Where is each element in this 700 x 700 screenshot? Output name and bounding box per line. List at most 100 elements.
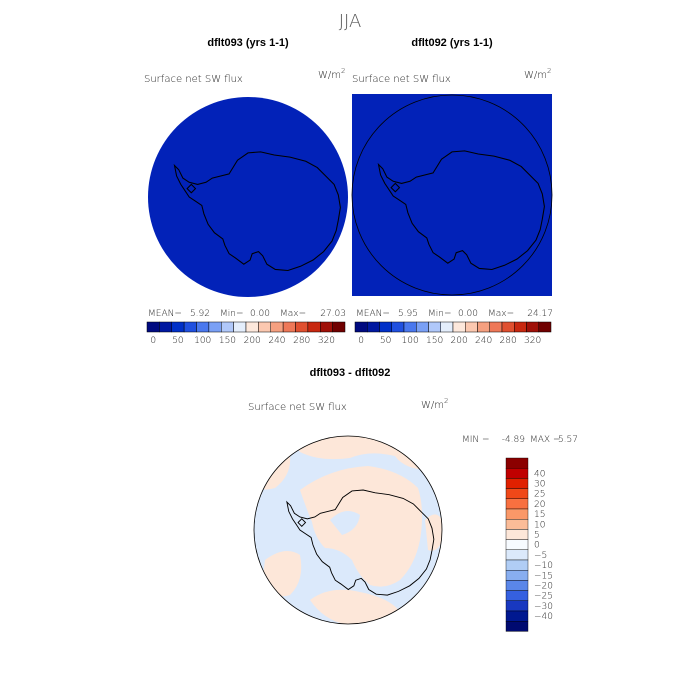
colorbar-swatch: [416, 321, 429, 333]
colorbar-tick-label: 200: [451, 336, 468, 346]
min-value: 0.00: [458, 309, 478, 319]
panel-dflt092: dflt092 (yrs 1-1) Surface net SW flux W/…: [351, 37, 553, 346]
colorbar-swatch: [403, 321, 417, 333]
colorbar-tick-label: 10: [534, 520, 545, 530]
colorbar-swatch: [505, 529, 529, 540]
variable-label: Surface net SW flux: [352, 74, 451, 85]
stats-line: MEAN= 5.95 Min= 0.00 Max= 24.17: [356, 309, 553, 319]
colorbar-swatch: [505, 590, 529, 601]
colorbar-swatch: [428, 321, 441, 333]
min-label: Min=: [220, 309, 244, 319]
colorbar-tick-label: −10: [534, 561, 553, 571]
colorbar-tick-label: 20: [534, 500, 545, 510]
colorbar-tick-label: 150: [426, 336, 443, 346]
season-title: JJA: [339, 11, 362, 32]
colorbar-swatch: [258, 321, 271, 333]
colorbar-tick-label: 50: [380, 336, 391, 346]
map-square: [352, 94, 552, 296]
colorbar-tick-label: 0: [150, 336, 156, 346]
max-value: 24.17: [527, 309, 553, 319]
colorbar-tick-label: 100: [402, 336, 419, 346]
colorbar-tick-label: −40: [534, 612, 553, 622]
colorbar-swatch: [452, 321, 466, 333]
colorbar-swatch: [440, 321, 454, 333]
colorbar-tick-label: 5: [534, 531, 540, 541]
colorbar-swatch: [505, 549, 529, 561]
colorbar-swatch: [526, 321, 539, 333]
colorbar-swatch: [465, 321, 478, 333]
max-value: 5.57: [558, 435, 578, 445]
colorbar-swatch: [505, 610, 529, 622]
colorbar-tick-label: 0: [534, 541, 540, 551]
colorbar-swatch: [307, 321, 321, 333]
diff-map: [253, 435, 443, 625]
colorbar-tick-label: 100: [194, 336, 211, 346]
min-label: MIN =: [462, 435, 490, 445]
stats-line: MEAN= 5.92 Min= 0.00 Max= 27.03: [148, 309, 346, 319]
colorbar-swatch: [505, 468, 529, 479]
colorbar-swatch: [505, 498, 529, 510]
colorbar-swatch: [505, 600, 529, 612]
colorbar-swatch: [183, 321, 197, 333]
colorbar-swatch: [270, 321, 284, 333]
map-circle-outline: [351, 94, 553, 296]
colorbar-swatch: [233, 321, 247, 333]
colorbar-swatch: [208, 321, 222, 333]
mean-label: MEAN=: [148, 309, 182, 319]
colorbar-swatch: [367, 321, 380, 333]
max-label: Max=: [488, 309, 514, 319]
colorbar-swatch: [538, 321, 552, 333]
map-disc: [148, 97, 348, 297]
colorbar-swatch: [282, 321, 296, 333]
colorbar-swatch: [505, 580, 529, 591]
colorbar-tick-label: 15: [534, 510, 545, 520]
colorbar-swatch: [505, 539, 529, 550]
map-circle-outline: [253, 435, 443, 625]
min-value: -4.89: [502, 435, 525, 445]
colorbar-tick-label: −20: [534, 582, 553, 592]
colorbar: [146, 321, 346, 333]
colorbar-tick-label: 280: [293, 336, 310, 346]
colorbar-swatch: [221, 321, 234, 333]
max-value: 27.03: [320, 309, 346, 319]
panel-title: dflt093 (yrs 1-1): [207, 37, 289, 49]
min-label: Min=: [428, 309, 452, 319]
panel-difference: dflt093 - dflt092 Surface net SW flux W/…: [248, 367, 578, 632]
diff-colorbar: [505, 457, 529, 632]
colorbar-swatch: [196, 321, 210, 333]
colorbar-tick-label: 280: [500, 336, 517, 346]
colorbar-swatch: [320, 321, 333, 333]
max-label: Max=: [280, 309, 306, 319]
variable-label: Surface net SW flux: [144, 74, 243, 85]
colorbar-swatch: [505, 478, 529, 489]
colorbar-labels: 0 50 100 150 200 240 280 320: [150, 336, 335, 346]
colorbar-swatch: [505, 621, 529, 632]
colorbar-swatch: [501, 321, 515, 333]
colorbar-swatch: [505, 488, 529, 500]
colorbar-tick-label: 240: [268, 336, 285, 346]
colorbar-tick-label: 150: [219, 336, 236, 346]
colorbar-swatch: [332, 321, 346, 333]
colorbar-swatch: [505, 457, 529, 469]
mean-label: MEAN=: [356, 309, 390, 319]
colorbar-tick-label: 240: [475, 336, 492, 346]
colorbar-swatch: [379, 321, 392, 333]
colorbar-tick-label: −15: [534, 571, 553, 581]
panel-dflt093: dflt093 (yrs 1-1) Surface net SW flux W/…: [144, 37, 348, 346]
max-label: MAX =: [530, 435, 561, 445]
colorbar-tick-label: −30: [534, 602, 553, 612]
colorbar-swatch: [514, 321, 527, 333]
colorbar-tick-label: −5: [534, 551, 547, 561]
colorbar-tick-label: 50: [172, 336, 183, 346]
colorbar-swatch: [489, 321, 503, 333]
colorbar-swatch: [245, 321, 259, 333]
colorbar-swatch: [295, 321, 309, 333]
colorbar-swatch: [146, 321, 160, 333]
units-label: W/m2: [421, 397, 448, 411]
colorbar-tick-label: 40: [534, 469, 545, 479]
diff-stats: MIN = -4.89 MAX = 5.57: [462, 435, 578, 445]
units-label: W/m2: [318, 67, 345, 81]
colorbar-swatch: [477, 321, 490, 333]
